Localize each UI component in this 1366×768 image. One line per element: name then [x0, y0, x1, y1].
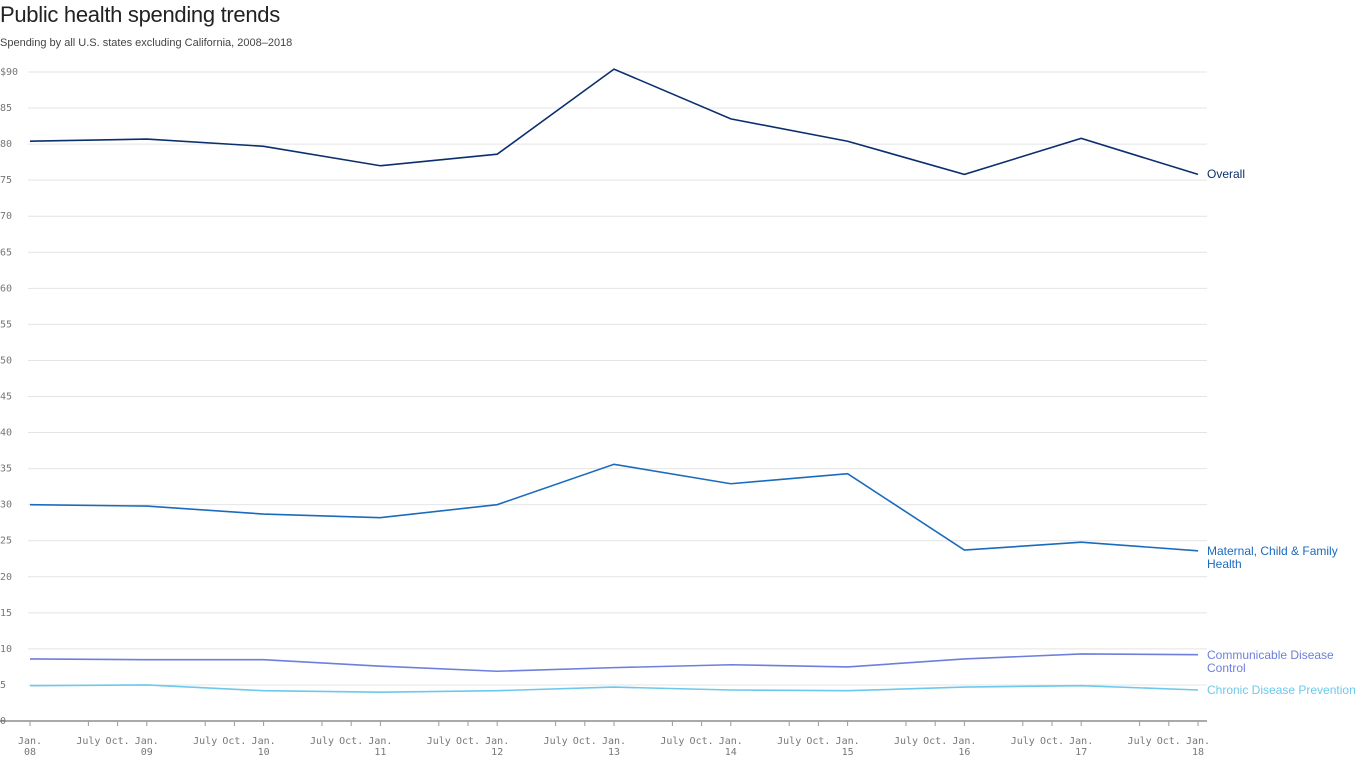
- x-tick-label: Jan. 14: [719, 736, 743, 758]
- x-tick-label: Jan. 10: [252, 736, 276, 758]
- x-tick-label: July: [544, 736, 568, 747]
- y-tick-label: 65: [0, 247, 12, 258]
- series-line: [29, 68, 1199, 176]
- x-tick-label: Oct.: [456, 736, 480, 747]
- x-tick-label: Oct.: [222, 736, 246, 747]
- y-tick-label: 45: [0, 392, 12, 403]
- y-tick-label: 60: [0, 283, 12, 294]
- y-tick-label: 25: [0, 536, 12, 547]
- x-tick-label: July: [660, 736, 684, 747]
- x-tick-label: Oct.: [339, 736, 363, 747]
- y-tick-label: 55: [0, 319, 12, 330]
- x-tick-label: Oct.: [1157, 736, 1181, 747]
- x-tick-label: July: [1011, 736, 1035, 747]
- x-tick-label: July: [76, 736, 100, 747]
- x-tick-label: Oct.: [1040, 736, 1064, 747]
- x-tick-label: July: [777, 736, 801, 747]
- series-label: Chronic Disease Prevention: [1207, 682, 1356, 697]
- x-tick-label: Oct.: [690, 736, 714, 747]
- x-tick-label: Jan. 15: [836, 736, 860, 758]
- x-tick-label: July: [427, 736, 451, 747]
- y-tick-label: 70: [0, 211, 12, 222]
- y-tick-label: 30: [0, 500, 12, 511]
- chart-subtitle: Spending by all U.S. states excluding Ca…: [0, 37, 293, 49]
- series-line: [29, 653, 1199, 673]
- y-tick-label: 10: [0, 644, 12, 655]
- chart-title: Public health spending trends: [0, 2, 280, 27]
- x-tick-label: July: [310, 736, 334, 747]
- y-tick-label: 35: [0, 464, 12, 475]
- x-tick-label: Jan. 08: [18, 736, 42, 758]
- y-tick-label: 75: [0, 175, 12, 186]
- series-label: Overall: [1207, 167, 1246, 182]
- x-tick-label: Oct.: [573, 736, 597, 747]
- x-tick-label: July: [1128, 736, 1152, 747]
- series-line: [29, 684, 1199, 693]
- x-tick-label: July: [894, 736, 918, 747]
- x-tick-label: Oct.: [806, 736, 830, 747]
- series-label: Communicable Disease Control: [1207, 647, 1334, 675]
- series-line: [29, 463, 1199, 552]
- y-tick-label: 20: [0, 572, 12, 583]
- y-tick-label: 80: [0, 139, 12, 150]
- x-tick-label: Jan. 12: [485, 736, 509, 758]
- y-tick-label: 50: [0, 355, 12, 366]
- x-tick-label: Oct.: [923, 736, 947, 747]
- x-tick-label: Jan. 18: [1186, 736, 1210, 758]
- x-tick-label: Jan. 09: [135, 736, 159, 758]
- y-tick-label: 40: [0, 428, 12, 439]
- x-tick-label: Jan. 17: [1069, 736, 1093, 758]
- x-tick-label: Jan. 11: [368, 736, 392, 758]
- y-tick-label: $90: [0, 67, 18, 78]
- y-tick-label: 15: [0, 608, 12, 619]
- y-tick-label: 5: [0, 680, 6, 691]
- x-tick-label: July: [193, 736, 217, 747]
- series-label: Maternal, Child & Family Health: [1207, 543, 1338, 571]
- x-tick-label: Jan. 16: [952, 736, 976, 758]
- x-tick-label: Jan. 13: [602, 736, 626, 758]
- y-tick-label: 85: [0, 103, 12, 114]
- x-tick-label: Oct.: [106, 736, 130, 747]
